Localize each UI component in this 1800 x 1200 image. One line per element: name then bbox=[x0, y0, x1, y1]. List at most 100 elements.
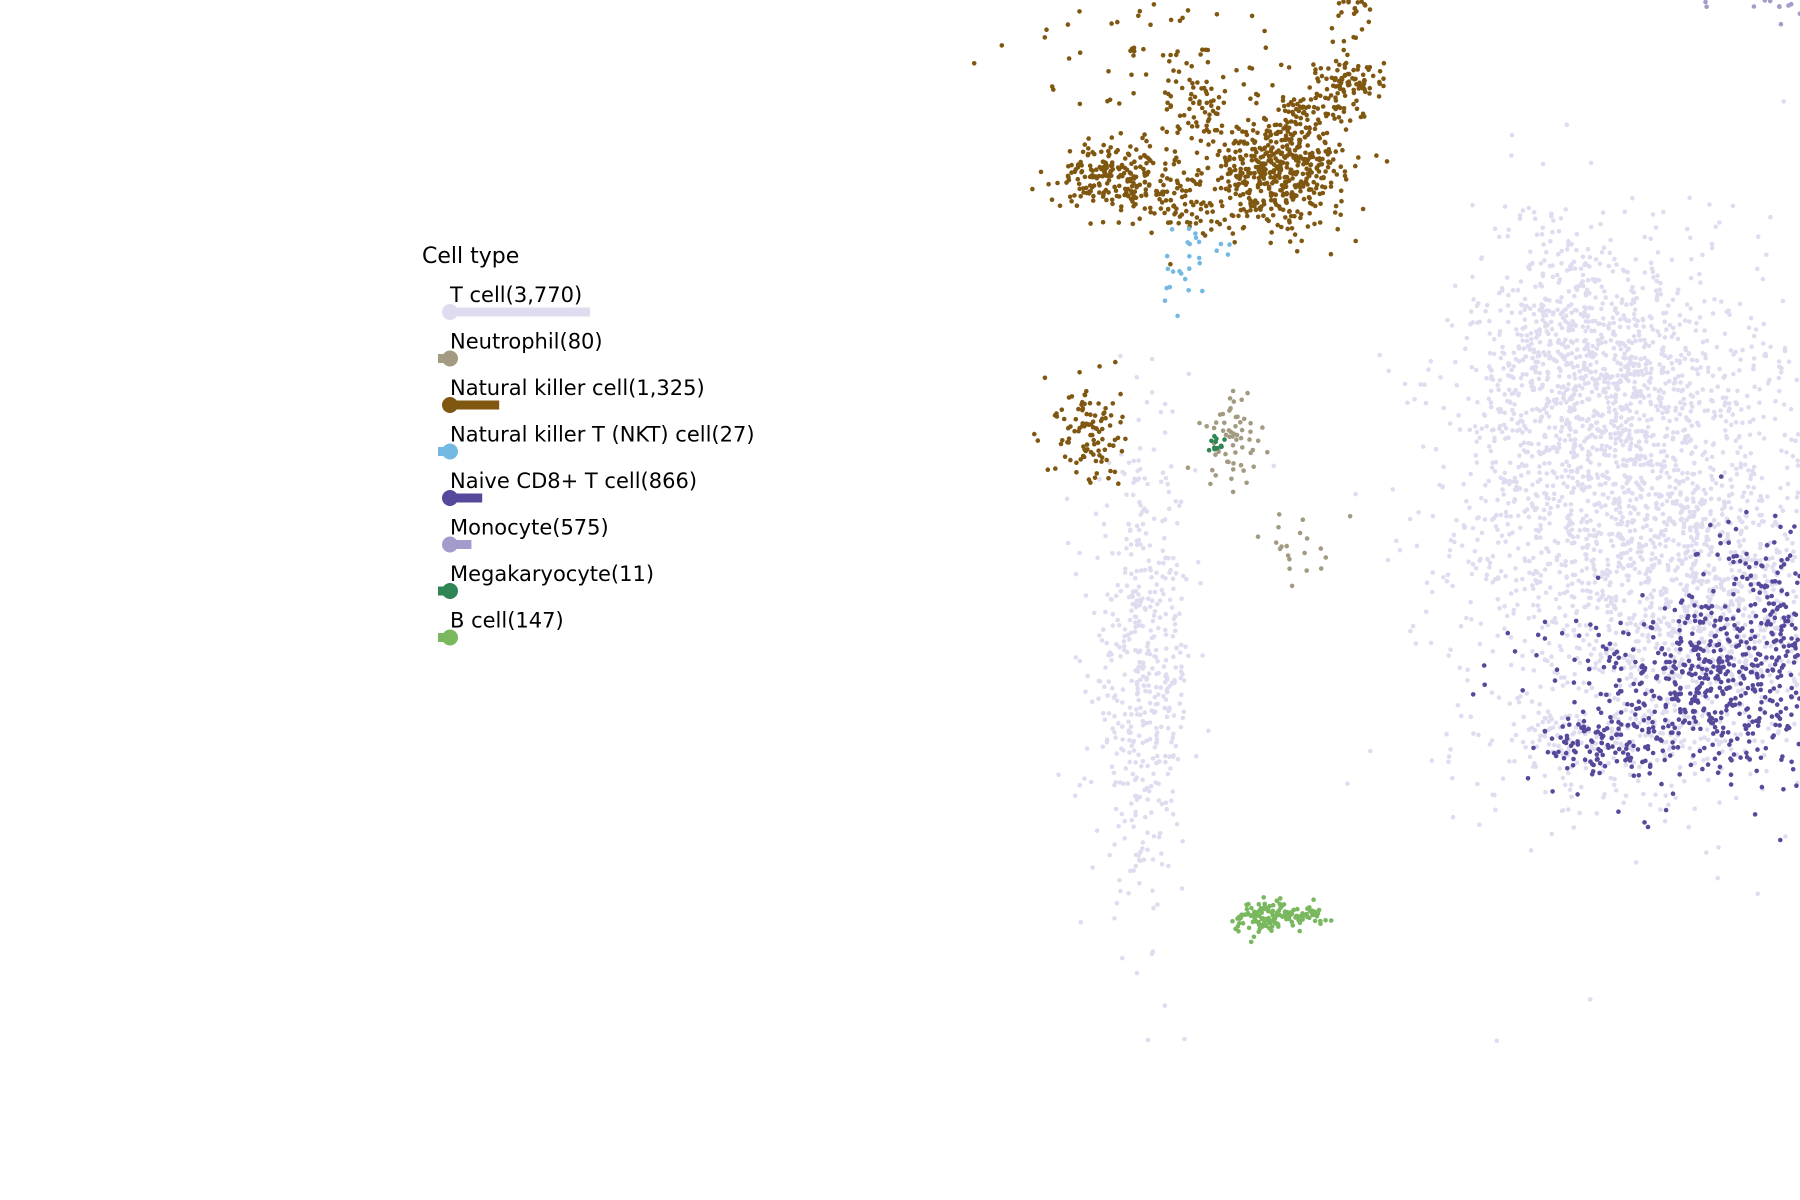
data-point bbox=[1151, 2, 1157, 7]
data-point bbox=[1771, 568, 1777, 574]
data-point bbox=[1294, 249, 1300, 254]
data-point bbox=[1538, 733, 1543, 739]
data-point bbox=[1299, 130, 1305, 135]
data-point bbox=[1583, 765, 1589, 771]
data-point bbox=[1077, 50, 1083, 55]
data-point bbox=[1778, 709, 1783, 715]
data-point bbox=[1551, 496, 1556, 502]
data-point bbox=[1725, 730, 1731, 735]
data-point bbox=[1134, 707, 1139, 712]
data-point bbox=[1204, 424, 1209, 429]
data-point bbox=[1538, 535, 1543, 540]
data-point bbox=[1606, 453, 1612, 458]
data-point bbox=[1604, 395, 1610, 400]
data-point bbox=[1720, 725, 1726, 731]
data-point bbox=[1626, 428, 1632, 433]
data-point bbox=[1680, 559, 1685, 564]
data-point bbox=[1157, 615, 1163, 620]
data-point bbox=[1284, 143, 1290, 148]
data-point bbox=[1165, 206, 1171, 212]
data-point bbox=[1542, 490, 1547, 496]
data-point bbox=[1049, 197, 1055, 202]
data-point bbox=[1479, 495, 1484, 501]
data-point bbox=[1707, 632, 1713, 638]
data-point bbox=[1687, 720, 1692, 726]
data-point bbox=[1141, 46, 1146, 52]
data-point bbox=[1136, 752, 1141, 758]
data-point bbox=[1529, 341, 1534, 347]
data-point bbox=[1649, 323, 1654, 329]
data-point bbox=[1619, 582, 1625, 588]
data-point bbox=[1134, 147, 1139, 152]
data-point bbox=[1140, 846, 1145, 851]
data-point bbox=[1673, 568, 1678, 573]
data-point bbox=[1664, 433, 1670, 439]
data-point bbox=[1570, 475, 1576, 481]
data-point bbox=[1539, 414, 1545, 419]
data-point bbox=[1229, 476, 1234, 482]
data-point bbox=[1708, 486, 1714, 491]
data-point bbox=[1255, 93, 1261, 98]
data-point bbox=[1146, 683, 1151, 688]
data-point bbox=[1167, 597, 1173, 603]
data-point bbox=[1390, 487, 1395, 492]
data-point bbox=[1645, 386, 1650, 391]
data-point bbox=[1148, 604, 1153, 609]
data-point bbox=[1319, 162, 1325, 167]
data-point bbox=[1199, 171, 1204, 176]
data-point bbox=[1550, 619, 1555, 625]
data-point bbox=[1100, 219, 1106, 225]
data-point bbox=[1781, 402, 1787, 407]
data-point bbox=[1615, 522, 1620, 527]
data-point bbox=[1119, 204, 1124, 209]
data-point bbox=[1447, 554, 1452, 559]
data-point bbox=[1764, 252, 1769, 258]
data-point bbox=[1257, 180, 1262, 186]
data-point bbox=[1741, 676, 1747, 681]
data-point bbox=[1077, 782, 1082, 788]
data-point bbox=[1751, 356, 1757, 361]
data-point bbox=[1325, 164, 1331, 170]
data-point bbox=[1086, 146, 1091, 151]
data-point bbox=[1670, 642, 1675, 647]
data-point bbox=[1298, 215, 1303, 221]
data-point bbox=[1560, 683, 1566, 688]
data-point bbox=[1605, 562, 1611, 568]
data-point bbox=[1651, 432, 1656, 438]
data-point bbox=[1709, 245, 1715, 251]
data-point bbox=[1600, 473, 1606, 478]
data-point bbox=[1126, 460, 1132, 466]
data-point bbox=[1171, 713, 1177, 718]
data-point bbox=[1294, 157, 1299, 163]
data-point bbox=[1122, 186, 1128, 192]
data-point bbox=[1742, 453, 1748, 459]
data-point bbox=[1715, 604, 1721, 610]
data-point bbox=[1751, 366, 1756, 372]
data-point bbox=[1143, 688, 1148, 694]
data-point bbox=[1700, 387, 1706, 392]
data-point bbox=[1572, 371, 1577, 377]
data-point bbox=[1596, 597, 1602, 603]
data-point bbox=[1320, 184, 1325, 189]
data-point bbox=[1555, 272, 1560, 278]
data-point bbox=[1466, 559, 1471, 565]
data-point bbox=[1670, 455, 1676, 461]
data-point bbox=[1658, 449, 1664, 455]
data-point bbox=[1605, 603, 1610, 609]
data-point bbox=[1306, 195, 1312, 200]
data-point bbox=[1507, 553, 1512, 558]
data-point bbox=[1567, 405, 1573, 410]
data-point bbox=[1672, 703, 1677, 708]
data-point bbox=[1165, 771, 1171, 777]
data-point bbox=[1056, 772, 1061, 778]
data-point bbox=[1769, 655, 1775, 660]
data-point bbox=[1283, 174, 1288, 180]
data-point bbox=[1469, 617, 1474, 622]
data-point bbox=[1453, 283, 1458, 289]
data-point bbox=[1218, 130, 1224, 135]
data-point bbox=[1145, 830, 1150, 835]
data-point bbox=[1543, 789, 1548, 795]
data-point bbox=[1559, 248, 1564, 254]
data-point bbox=[1746, 739, 1752, 744]
data-point bbox=[1077, 186, 1082, 192]
